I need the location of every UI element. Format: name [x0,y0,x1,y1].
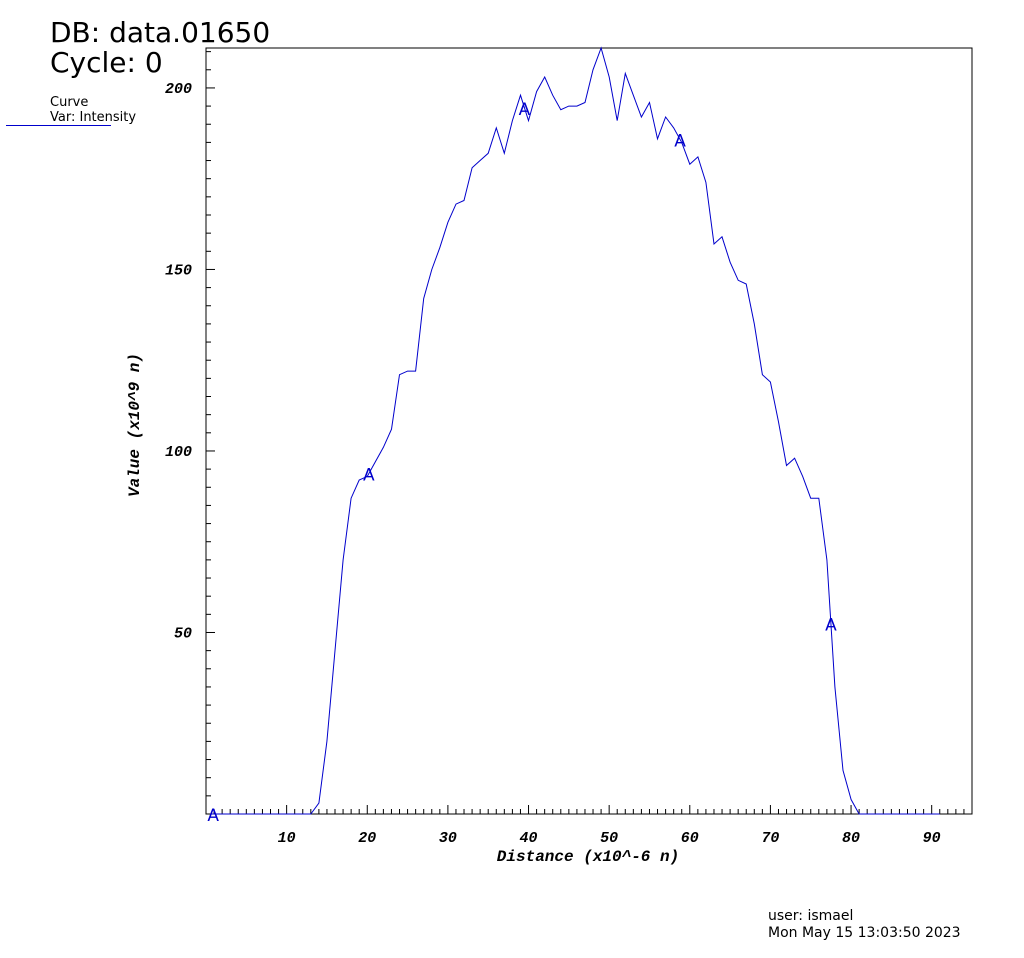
legend-line-swatch [6,125,111,126]
x-tick-label: 70 [761,830,779,847]
curve-marker-label: A [207,806,219,826]
cycle-title: Cycle: 0 [50,46,163,79]
x-tick-label: 20 [358,830,376,847]
series-line-intensity [210,46,940,815]
y-tick-label: 150 [165,262,192,279]
x-tick-label: 10 [278,830,296,847]
x-tick-label: 80 [842,830,860,847]
x-tick-label: 50 [600,830,618,847]
x-tick-label: 30 [439,830,457,847]
database-title: DB: data.01650 [50,16,271,49]
x-tick-label: 40 [520,830,538,847]
y-tick-label: 200 [165,81,192,98]
y-tick-label: 100 [165,444,192,461]
y-axis-title: Value (x10^9 n) [126,353,144,497]
y-tick-label: 50 [174,625,192,642]
curve-marker-label: A [825,615,837,635]
timestamp-label: Mon May 15 13:03:50 2023 [768,925,961,941]
x-axis-title: Distance (x10^-6 n) [497,848,679,866]
curve-marker-label: A [674,131,686,151]
legend-variable-label: Var: Intensity [50,110,137,125]
x-tick-label: 90 [923,830,941,847]
curve-marker-label: A [363,465,375,485]
user-label: user: ismael [768,908,854,924]
legend-curve-label: Curve [50,95,89,110]
x-tick-label: 60 [681,830,699,847]
curve-marker-label: A [519,100,531,120]
plot-frame [205,47,973,815]
